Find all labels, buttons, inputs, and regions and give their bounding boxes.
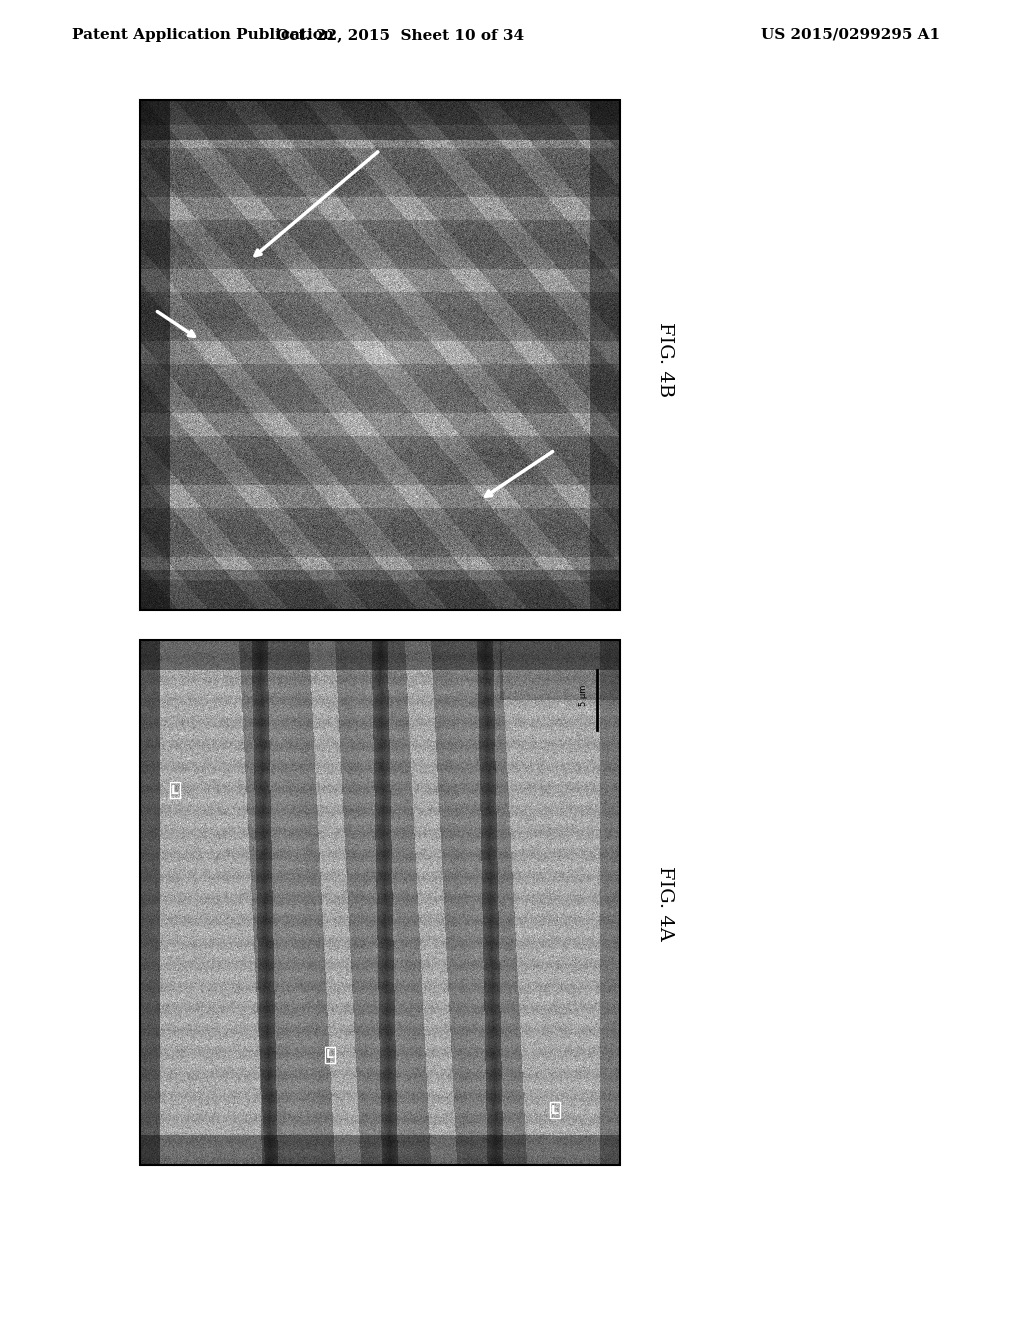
Text: L: L — [326, 1048, 334, 1061]
Text: Oct. 22, 2015  Sheet 10 of 34: Oct. 22, 2015 Sheet 10 of 34 — [275, 28, 524, 42]
Text: 5 μm: 5 μm — [579, 684, 588, 706]
Text: US 2015/0299295 A1: US 2015/0299295 A1 — [761, 28, 940, 42]
Bar — [140, 100, 620, 610]
Text: Patent Application Publication: Patent Application Publication — [72, 28, 334, 42]
Text: L: L — [171, 784, 179, 796]
Bar — [140, 640, 620, 1166]
Text: FIG. 4B: FIG. 4B — [656, 322, 674, 397]
Text: FIG. 4A: FIG. 4A — [656, 866, 674, 940]
Text: L: L — [551, 1104, 559, 1117]
